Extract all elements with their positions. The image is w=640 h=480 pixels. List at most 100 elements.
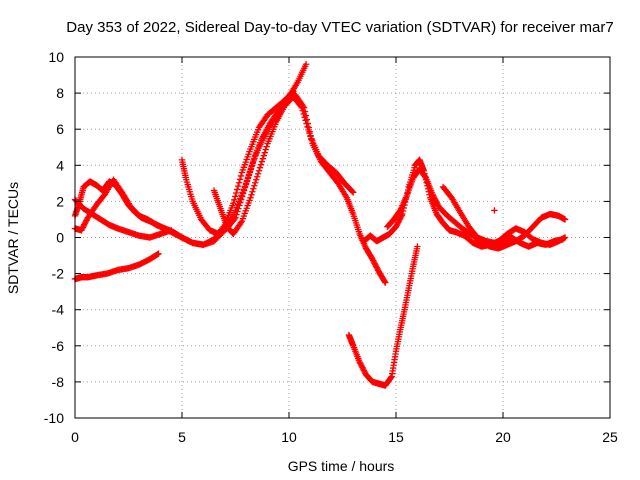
x-tick-label: 20 xyxy=(495,429,511,445)
y-tick-label: 2 xyxy=(56,193,64,209)
data-point xyxy=(253,173,261,180)
data-point xyxy=(422,173,429,181)
data-point xyxy=(231,196,238,203)
data-point xyxy=(248,191,255,198)
series-arc-10 xyxy=(439,183,567,250)
data-point xyxy=(155,250,162,257)
data-point xyxy=(304,123,311,130)
series-arc-8 xyxy=(360,156,569,250)
data-point xyxy=(230,200,237,207)
data-point xyxy=(81,221,88,228)
data-point xyxy=(260,152,267,159)
data-point xyxy=(394,220,401,228)
data-point xyxy=(248,163,255,170)
data-point xyxy=(251,182,258,189)
data-point xyxy=(349,188,356,195)
data-point xyxy=(237,172,245,180)
data-point xyxy=(431,195,438,202)
data-point xyxy=(359,364,366,371)
data-point xyxy=(559,236,567,243)
data-point xyxy=(561,216,569,223)
data-point xyxy=(242,181,250,188)
data-point xyxy=(245,172,253,179)
y-axis-label: SDTVAR / TECUs xyxy=(5,182,21,294)
data-point xyxy=(299,107,306,114)
series-arc-7 xyxy=(345,243,421,389)
data-point xyxy=(232,193,239,200)
data-point xyxy=(434,200,441,208)
data-point xyxy=(387,374,395,381)
data-point xyxy=(300,110,307,118)
data-point xyxy=(233,211,240,218)
data-point xyxy=(238,196,245,203)
data-points xyxy=(71,61,569,389)
y-tick-label: 0 xyxy=(56,230,64,246)
y-tick-label: -4 xyxy=(52,302,65,318)
data-point xyxy=(369,255,376,263)
data-point xyxy=(429,192,437,199)
data-point xyxy=(374,265,381,273)
data-point xyxy=(373,264,380,271)
data-point xyxy=(236,176,244,183)
data-point xyxy=(247,166,254,173)
data-point xyxy=(254,170,262,177)
series-arc-3 xyxy=(71,61,310,248)
data-point xyxy=(414,243,421,250)
data-point xyxy=(258,158,266,165)
data-point xyxy=(298,104,306,111)
data-point xyxy=(305,126,312,134)
chart-title: Day 353 of 2022, Sidereal Day-to-day VTE… xyxy=(66,19,613,36)
axis-ticks: 0 5 10 15 20 25 -10 -8 -6 -4 -2 0 2 4 6 8 10 xyxy=(44,49,618,445)
data-point xyxy=(250,185,257,192)
data-point xyxy=(357,360,364,367)
x-tick-label: 0 xyxy=(71,429,79,445)
data-point xyxy=(235,179,243,186)
data-point xyxy=(243,178,251,185)
data-point xyxy=(252,179,259,186)
data-point xyxy=(430,193,438,201)
series-arc-6 xyxy=(210,93,357,238)
data-point xyxy=(372,261,379,268)
data-point xyxy=(491,207,498,214)
data-point xyxy=(393,222,400,229)
data-point xyxy=(239,190,247,197)
y-tick-label: -8 xyxy=(52,374,65,390)
x-tick-label: 15 xyxy=(388,429,404,445)
data-point xyxy=(358,363,365,370)
data-point xyxy=(369,257,377,264)
data-point xyxy=(433,199,440,206)
data-point xyxy=(244,175,252,182)
data-point xyxy=(78,225,86,233)
data-point xyxy=(247,194,254,201)
data-point xyxy=(356,358,363,366)
data-point xyxy=(82,218,89,226)
y-tick-label: 4 xyxy=(56,157,64,173)
data-point xyxy=(234,208,241,215)
data-point xyxy=(237,219,245,226)
data-point xyxy=(306,130,313,137)
data-point xyxy=(357,361,365,369)
y-tick-label: -2 xyxy=(52,266,65,282)
data-point xyxy=(359,365,367,373)
y-tick-label: 10 xyxy=(48,49,64,65)
data-point xyxy=(257,161,265,168)
data-point xyxy=(252,176,260,183)
data-point xyxy=(168,227,175,234)
data-point xyxy=(371,260,378,267)
data-point xyxy=(301,113,308,121)
x-tick-label: 5 xyxy=(178,429,186,445)
data-point xyxy=(297,103,305,110)
data-point xyxy=(249,188,256,195)
data-point xyxy=(240,187,248,194)
data-point xyxy=(83,217,90,224)
data-point xyxy=(233,186,241,193)
series-arc-4 xyxy=(71,196,175,241)
data-point xyxy=(246,169,253,176)
series-arc-5 xyxy=(178,91,389,286)
data-point xyxy=(381,278,388,285)
data-point xyxy=(235,205,242,212)
data-point xyxy=(232,214,239,221)
data-point xyxy=(382,279,389,286)
data-point xyxy=(395,217,403,225)
